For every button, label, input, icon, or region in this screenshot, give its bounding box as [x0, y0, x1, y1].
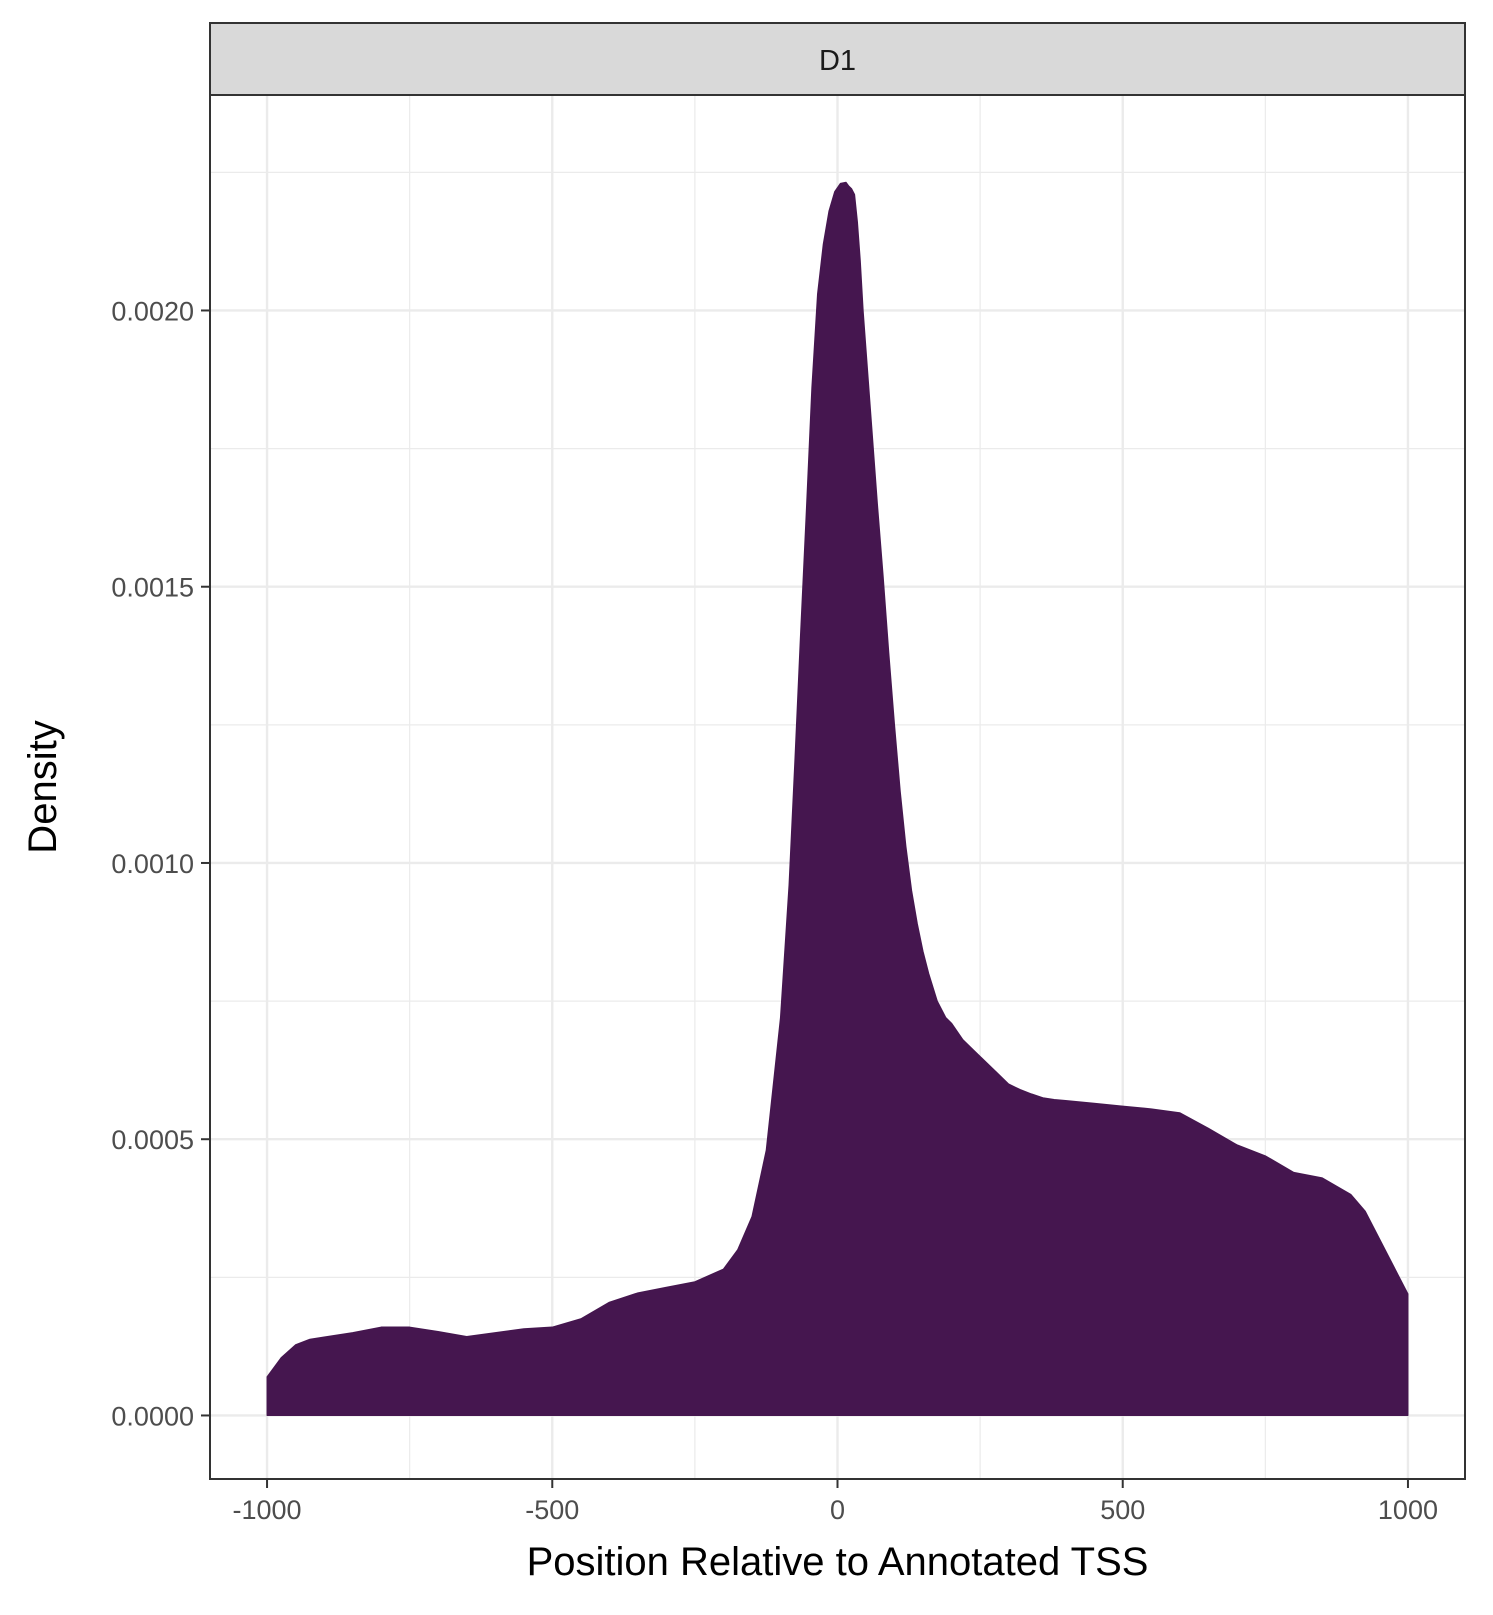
density-area — [266, 181, 1409, 1416]
x-tick-label: -500 — [525, 1495, 579, 1525]
y-axis: 0.0000 0.0005 0.0010 0.0015 0.0020 — [111, 296, 210, 1431]
y-tick-label: 0.0020 — [111, 296, 194, 326]
x-axis: -1000 -500 0 500 1000 — [233, 1479, 1438, 1525]
y-tick-label: 0.0015 — [111, 573, 194, 603]
facet-label: D1 — [819, 45, 856, 77]
facet-strip — [209, 22, 1466, 96]
x-tick-label: 1000 — [1378, 1495, 1438, 1525]
x-axis-title: Position Relative to Annotated TSS — [527, 1540, 1149, 1584]
y-tick-label: 0.0000 — [111, 1401, 194, 1431]
x-tick-label: 500 — [1100, 1495, 1145, 1525]
y-tick-label: 0.0005 — [111, 1125, 194, 1155]
x-tick-label: -1000 — [233, 1495, 302, 1525]
y-tick-label: 0.0010 — [111, 849, 194, 879]
y-axis-title: Density — [21, 720, 65, 853]
x-tick-label: 0 — [830, 1495, 845, 1525]
